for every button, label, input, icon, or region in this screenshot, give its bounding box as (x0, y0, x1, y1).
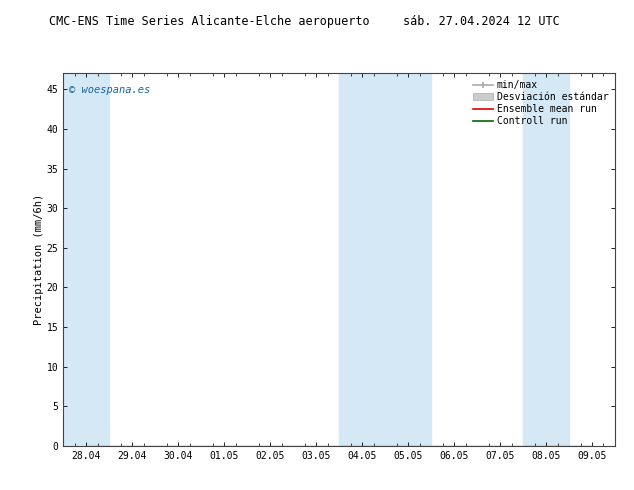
Bar (63, 74, 110, 446)
Text: CMC-ENS Time Series Alicante-Elche aeropuerto: CMC-ENS Time Series Alicante-Elche aerop… (49, 15, 370, 28)
Text: © woespana.es: © woespana.es (69, 85, 150, 95)
Y-axis label: Precipitation (mm/6h): Precipitation (mm/6h) (34, 194, 44, 325)
Text: sáb. 27.04.2024 12 UTC: sáb. 27.04.2024 12 UTC (403, 15, 560, 28)
Legend: min/max, Desviación estándar, Ensemble mean run, Controll run: min/max, Desviación estándar, Ensemble m… (469, 76, 612, 130)
Bar (339, 74, 431, 446)
Bar (523, 74, 569, 446)
